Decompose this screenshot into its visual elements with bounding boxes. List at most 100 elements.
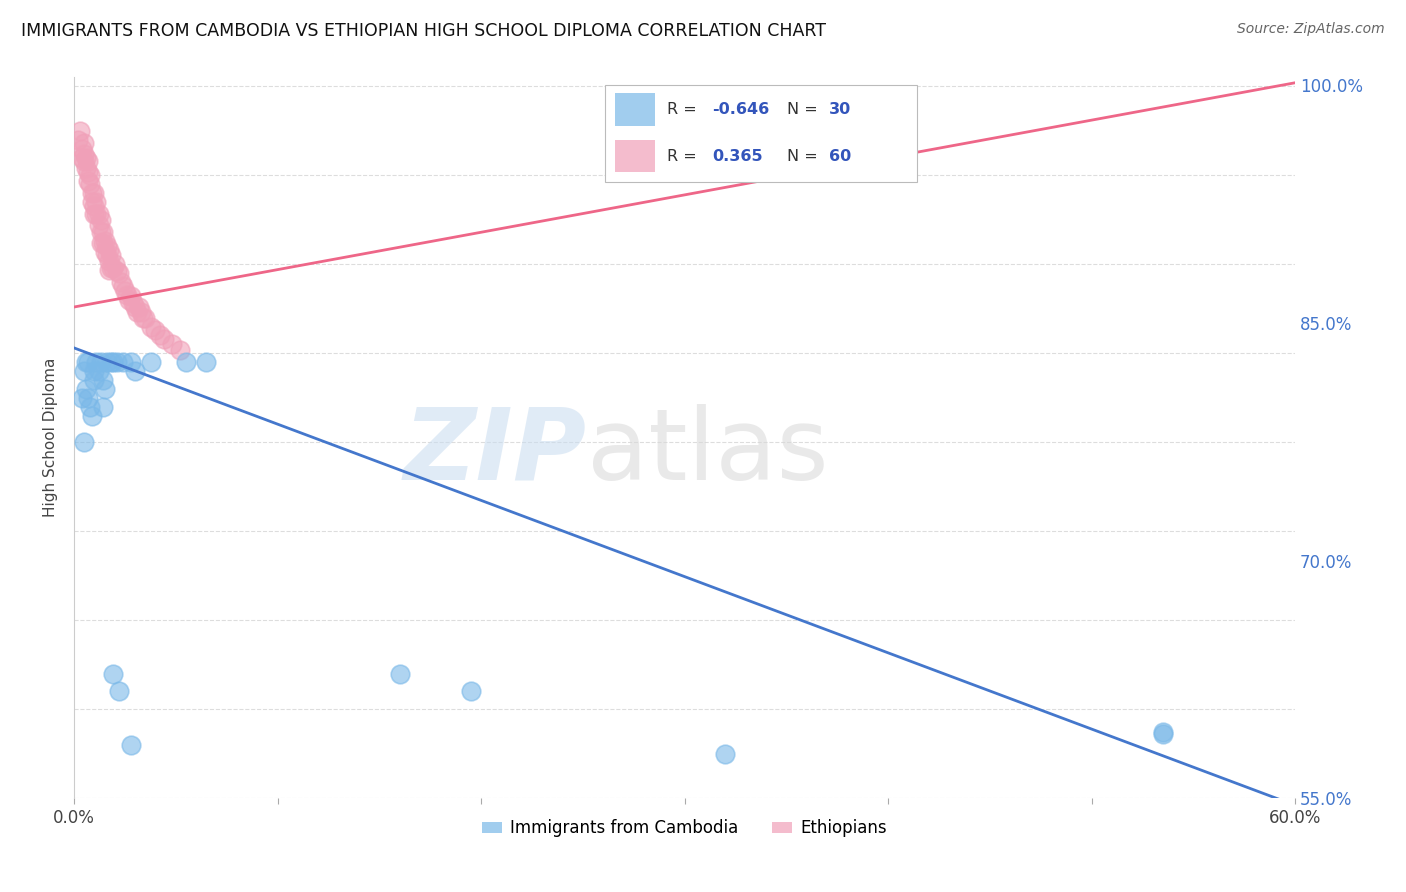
Point bbox=[82, 186, 104, 200]
Point bbox=[105, 264, 128, 278]
Point bbox=[73, 364, 96, 378]
Point bbox=[83, 198, 105, 212]
Point bbox=[108, 266, 131, 280]
Point bbox=[93, 244, 115, 259]
Point bbox=[96, 355, 118, 369]
Point bbox=[75, 355, 97, 369]
Point bbox=[91, 235, 114, 250]
Point bbox=[111, 278, 134, 293]
Point bbox=[75, 161, 97, 176]
Point bbox=[120, 738, 142, 752]
Point bbox=[124, 300, 146, 314]
Point bbox=[1152, 725, 1174, 739]
Point bbox=[86, 207, 108, 221]
Point bbox=[96, 239, 118, 253]
Point bbox=[96, 248, 118, 262]
Point bbox=[134, 310, 156, 325]
Point bbox=[91, 373, 114, 387]
Text: atlas: atlas bbox=[586, 404, 828, 500]
Point bbox=[70, 151, 93, 165]
Point bbox=[129, 305, 152, 319]
Point bbox=[174, 355, 197, 369]
Point bbox=[93, 234, 115, 248]
Point bbox=[101, 355, 124, 369]
Text: ZIP: ZIP bbox=[404, 404, 586, 500]
Point bbox=[90, 225, 112, 239]
Point bbox=[77, 165, 100, 179]
Point bbox=[83, 207, 105, 221]
Point bbox=[714, 871, 737, 886]
Point bbox=[141, 319, 163, 334]
Point bbox=[101, 666, 124, 681]
Point bbox=[714, 747, 737, 761]
Point bbox=[195, 355, 218, 369]
Point bbox=[100, 355, 122, 369]
Point bbox=[100, 248, 122, 262]
Point bbox=[111, 355, 134, 369]
Point bbox=[148, 328, 170, 343]
Point bbox=[75, 382, 97, 396]
Point bbox=[77, 391, 100, 405]
Point bbox=[86, 194, 108, 209]
Point bbox=[388, 666, 411, 681]
Point bbox=[70, 142, 93, 156]
Point bbox=[77, 355, 100, 369]
Point bbox=[145, 323, 167, 337]
Point bbox=[118, 293, 141, 307]
Point bbox=[91, 225, 114, 239]
Point bbox=[160, 337, 183, 351]
Point bbox=[87, 218, 110, 232]
Point bbox=[73, 154, 96, 169]
Point bbox=[101, 260, 124, 275]
Point bbox=[97, 243, 120, 257]
Point bbox=[128, 300, 150, 314]
Point bbox=[127, 305, 149, 319]
Point bbox=[124, 364, 146, 378]
Point bbox=[97, 262, 120, 277]
Point bbox=[460, 684, 482, 698]
Point bbox=[86, 355, 108, 369]
Point bbox=[93, 382, 115, 396]
Point bbox=[73, 136, 96, 151]
Point bbox=[77, 174, 100, 188]
Point bbox=[79, 400, 101, 414]
Legend: Immigrants from Cambodia, Ethiopians: Immigrants from Cambodia, Ethiopians bbox=[475, 813, 894, 844]
Point bbox=[90, 355, 112, 369]
Point bbox=[120, 355, 142, 369]
Point bbox=[1152, 727, 1174, 741]
Point bbox=[114, 284, 136, 298]
Point bbox=[82, 194, 104, 209]
Point bbox=[82, 409, 104, 423]
Point bbox=[110, 275, 132, 289]
Text: IMMIGRANTS FROM CAMBODIA VS ETHIOPIAN HIGH SCHOOL DIPLOMA CORRELATION CHART: IMMIGRANTS FROM CAMBODIA VS ETHIOPIAN HI… bbox=[21, 22, 827, 40]
Point bbox=[87, 207, 110, 221]
Point bbox=[100, 260, 122, 275]
Point bbox=[169, 343, 191, 357]
Text: Source: ZipAtlas.com: Source: ZipAtlas.com bbox=[1237, 22, 1385, 37]
Point bbox=[75, 151, 97, 165]
Point bbox=[122, 296, 145, 310]
Point bbox=[87, 364, 110, 378]
Point bbox=[91, 400, 114, 414]
Point bbox=[83, 186, 105, 200]
Point bbox=[152, 332, 174, 346]
Point bbox=[120, 289, 142, 303]
Point bbox=[73, 435, 96, 450]
Point bbox=[97, 253, 120, 268]
Point bbox=[77, 154, 100, 169]
Point bbox=[132, 310, 155, 325]
Point bbox=[67, 133, 90, 147]
Point bbox=[69, 124, 91, 138]
Point bbox=[79, 169, 101, 183]
Point bbox=[141, 355, 163, 369]
Point bbox=[90, 235, 112, 250]
Point bbox=[73, 147, 96, 161]
Point bbox=[108, 684, 131, 698]
Point bbox=[90, 212, 112, 227]
Point bbox=[104, 257, 127, 271]
Point bbox=[70, 391, 93, 405]
Point bbox=[83, 364, 105, 378]
Point bbox=[83, 373, 105, 387]
Point bbox=[79, 178, 101, 192]
Point bbox=[115, 287, 138, 301]
